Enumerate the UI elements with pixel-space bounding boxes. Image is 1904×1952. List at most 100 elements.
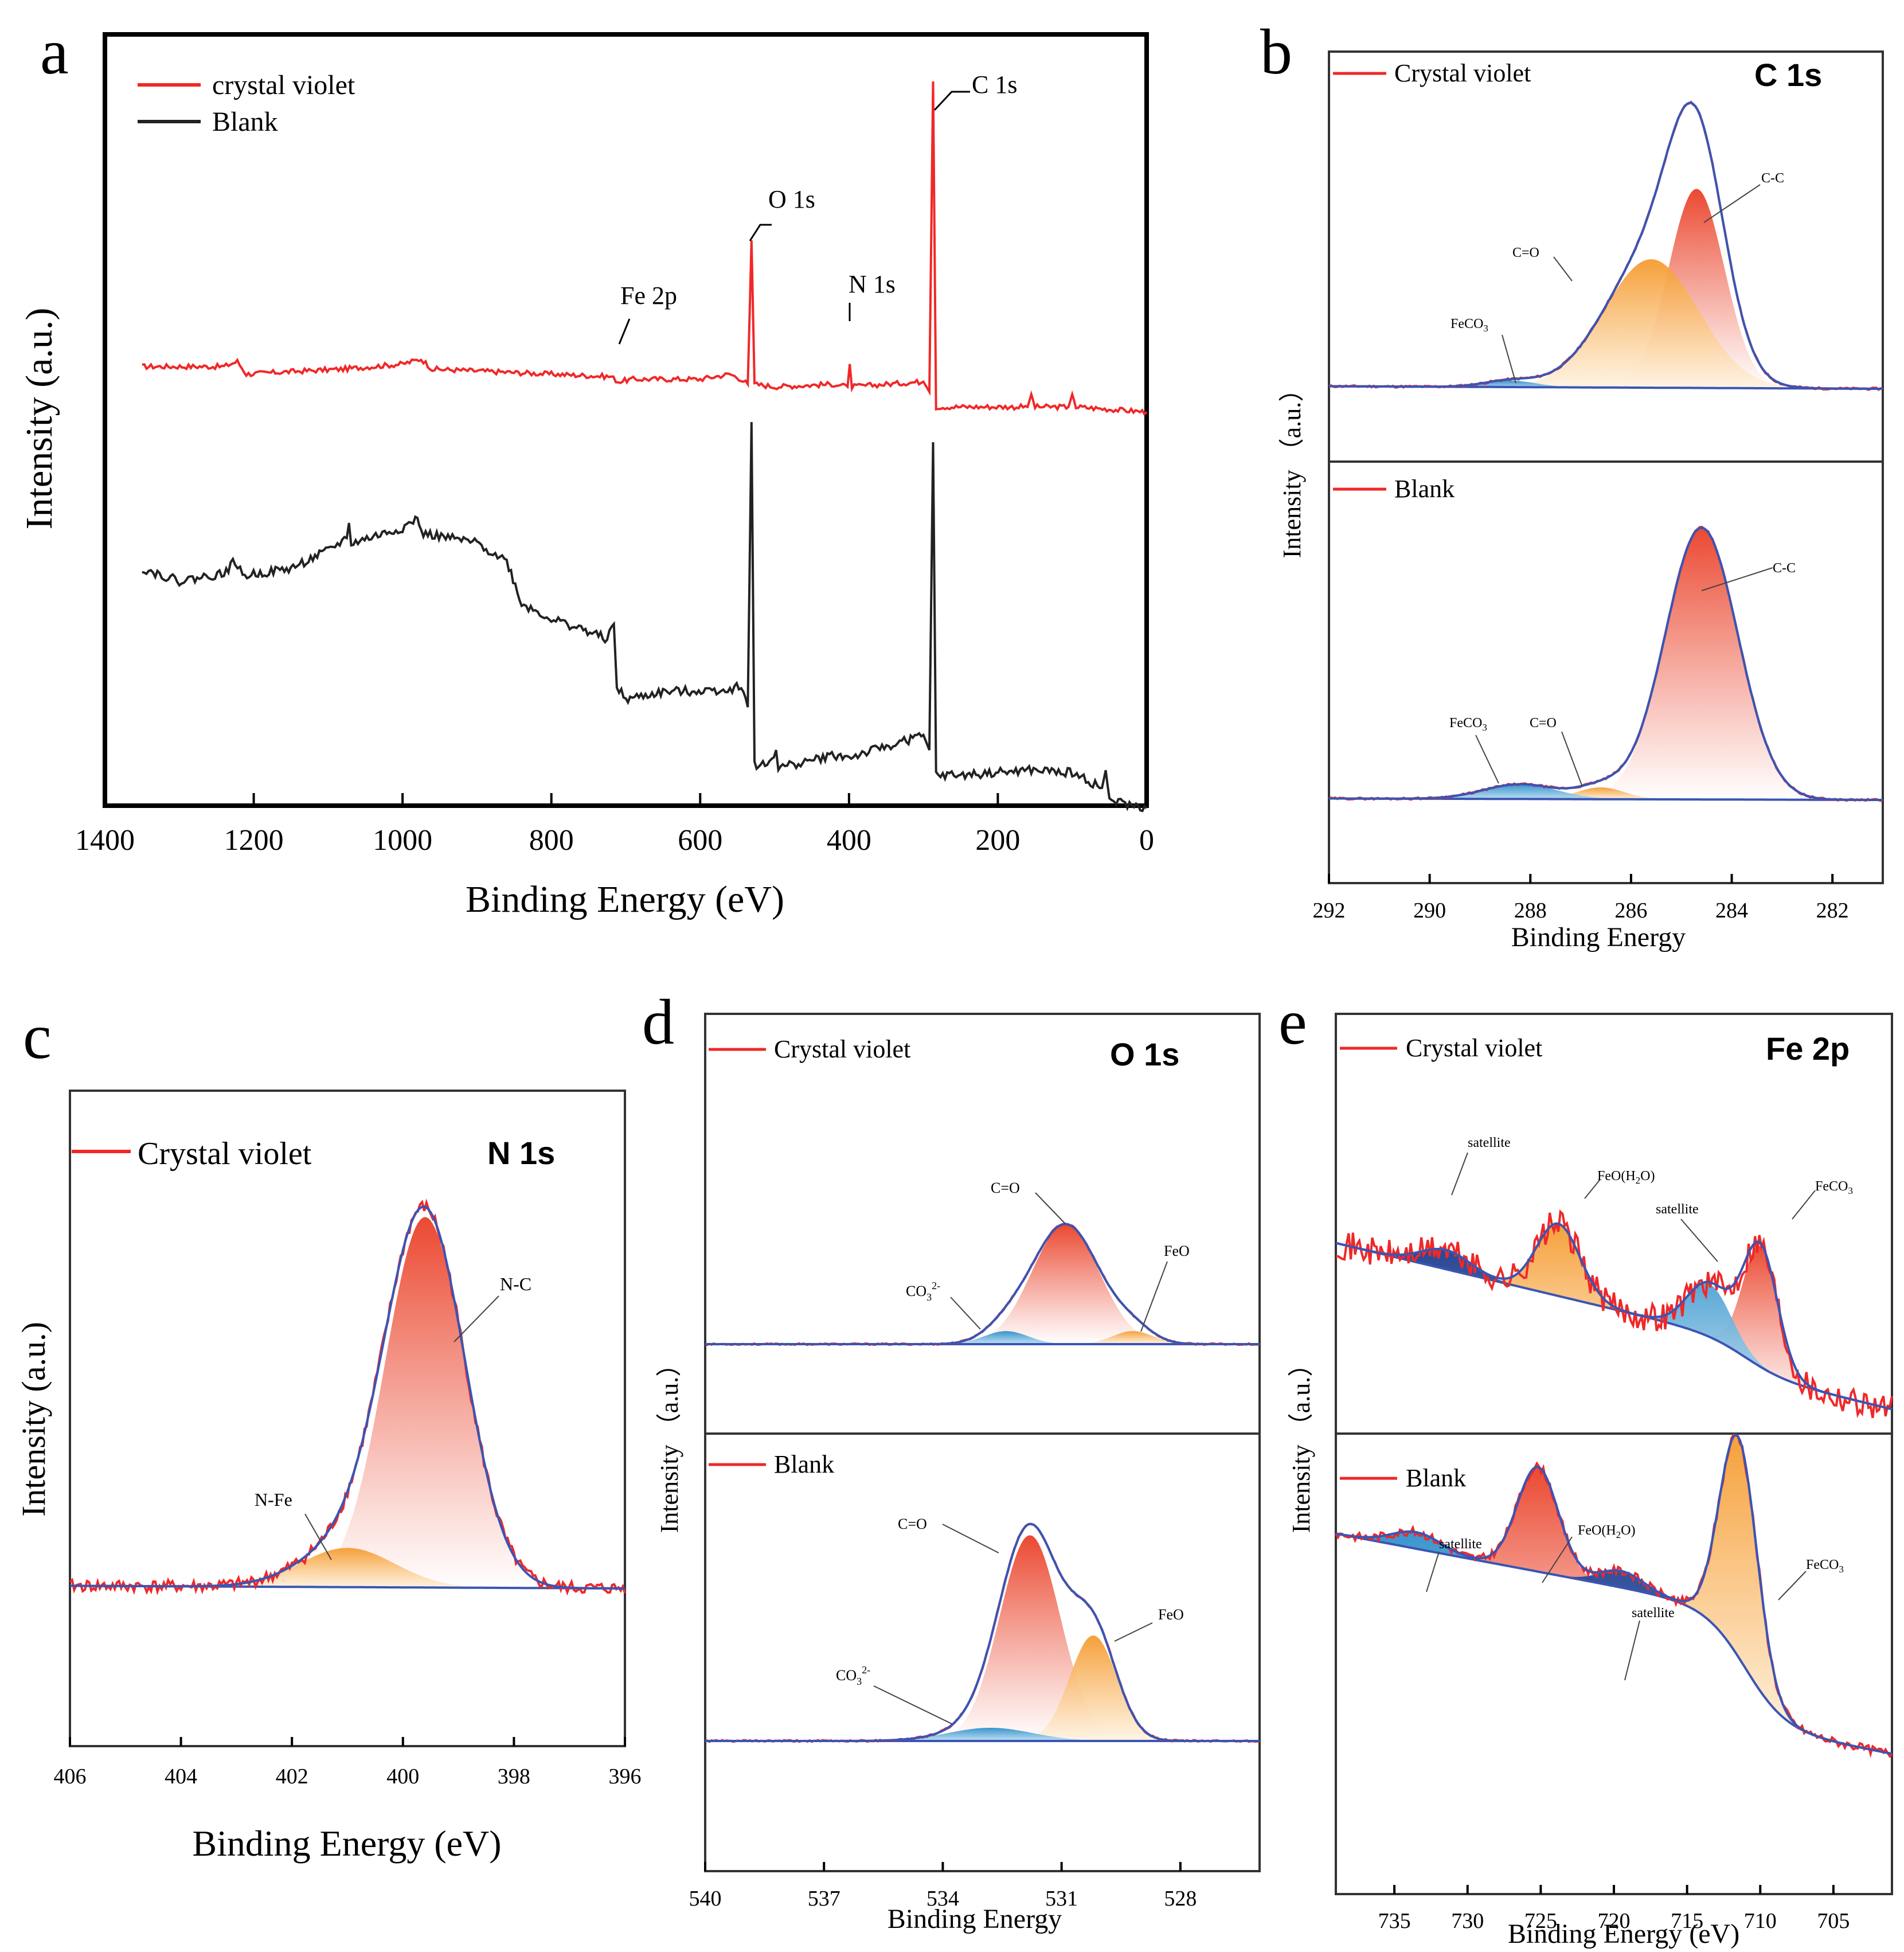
co-leader-top bbox=[1553, 256, 1573, 282]
x-ticks-a bbox=[104, 793, 1148, 806]
peak-component bbox=[1336, 1243, 1892, 1410]
o1s-leader bbox=[749, 224, 772, 241]
x-tick-label: 715 bbox=[1671, 1909, 1703, 1933]
peak-component bbox=[70, 1217, 625, 1588]
x-tick-label: 537 bbox=[808, 1887, 840, 1911]
plot-frame-a bbox=[103, 32, 1149, 808]
x-tick-label: 735 bbox=[1378, 1909, 1411, 1933]
x-tick-label: 402 bbox=[276, 1764, 308, 1789]
sat1-leader-bottom-e bbox=[1426, 1551, 1440, 1592]
peak-component bbox=[1329, 787, 1883, 800]
fe2p-label: Fe 2p bbox=[620, 282, 677, 310]
co-leader-bottom bbox=[1561, 731, 1583, 787]
legend-b-top: Crystal violet bbox=[1333, 59, 1531, 87]
x-tick-labels-e: 735 730 725 720 715 710 705 bbox=[1378, 1909, 1850, 1933]
x-tick-label: 725 bbox=[1524, 1909, 1557, 1933]
x-tick-labels-d: 540 537 534 531 528 bbox=[689, 1887, 1197, 1911]
panel-a: a 1400 1200 1000 800 600 400 200 0 crystal viol… bbox=[18, 17, 1154, 920]
peak-labels-d: C=O CO32- FeO C=O CO32- FeO bbox=[836, 1180, 1190, 1724]
fit-envelope bbox=[705, 1522, 1260, 1742]
peak-component bbox=[1329, 784, 1883, 800]
legend-label-d-bottom: Blank bbox=[774, 1450, 834, 1478]
panel-d: d O 1s 540 537 534 531 528 Crystal violet Bl… bbox=[642, 987, 1261, 1934]
legend-d-top: Crystal violet bbox=[709, 1035, 910, 1063]
y-axis-label-c: Intensity (a.u.) bbox=[15, 1322, 52, 1517]
legend-label-b-top: Crystal violet bbox=[1394, 59, 1531, 87]
feco3-leader-top-e bbox=[1792, 1190, 1816, 1220]
c1s-label: C 1s bbox=[972, 71, 1017, 99]
feco3-leader-bottom-e bbox=[1778, 1571, 1807, 1600]
feoh2o-leader-bottom-e bbox=[1542, 1536, 1573, 1583]
legend-e-bottom: Blank bbox=[1340, 1464, 1466, 1492]
fit-envelope bbox=[1335, 1433, 1893, 1755]
peak-component bbox=[1336, 1435, 1892, 1754]
x-tick-label: 288 bbox=[1514, 899, 1547, 923]
x-tick-label: 292 bbox=[1313, 899, 1346, 923]
label-feco3-top: FeCO3 bbox=[1451, 317, 1488, 334]
peak-labels-c: N-C N-Fe bbox=[255, 1274, 531, 1560]
subplot-e-blank bbox=[1335, 1433, 1893, 1758]
label-co3-bottom-d: CO32- bbox=[836, 1664, 870, 1687]
o1s-label: O 1s bbox=[768, 185, 815, 213]
x-axis-label-e: Binding Energy (eV) bbox=[1508, 1919, 1739, 1949]
peak-component bbox=[705, 1331, 1260, 1344]
x-tick-label: 200 bbox=[975, 824, 1020, 857]
peak-component bbox=[705, 1728, 1260, 1741]
y-axis-label-d: Intensity （a.u.） bbox=[655, 1352, 683, 1533]
plot-frame-d bbox=[704, 1013, 1261, 1872]
x-tick-label: 404 bbox=[165, 1764, 197, 1789]
series-blank bbox=[142, 421, 1148, 813]
series-crystal-violet bbox=[142, 81, 1148, 416]
feo-leader-top-d bbox=[1140, 1261, 1168, 1332]
label-cc-bottom: C-C bbox=[1773, 561, 1796, 576]
fit-envelope bbox=[1329, 101, 1883, 390]
panel-letter-d: d bbox=[642, 987, 674, 1058]
x-tick-label: 400 bbox=[827, 824, 871, 857]
subplot-d-crystal-violet bbox=[705, 1223, 1260, 1346]
x-tick-label: 1200 bbox=[224, 824, 284, 857]
x-tick-label: 528 bbox=[1164, 1887, 1197, 1911]
legend-label-d-top: Crystal violet bbox=[774, 1035, 910, 1063]
feco3-leader-bottom bbox=[1475, 735, 1499, 784]
x-tick-label: 286 bbox=[1614, 899, 1647, 923]
x-tick-label: 406 bbox=[54, 1764, 87, 1789]
x-tick-label: 730 bbox=[1451, 1909, 1484, 1933]
fit-envelope bbox=[1335, 1222, 1893, 1411]
fe2p-leader bbox=[618, 318, 631, 345]
fit-envelope bbox=[1329, 526, 1883, 801]
x-tick-label: 1000 bbox=[373, 824, 432, 857]
legend-e-top: Crystal violet bbox=[1340, 1034, 1542, 1062]
title-b: C 1s bbox=[1754, 57, 1822, 93]
label-nfe: N-Fe bbox=[255, 1489, 292, 1510]
x-tick-label: 398 bbox=[498, 1764, 530, 1789]
label-feoh2o-bottom-e: FeO(H2O) bbox=[1578, 1523, 1635, 1540]
peak-annotations-a: C 1s O 1s N 1s Fe 2p bbox=[618, 71, 1017, 345]
label-co-top: C=O bbox=[1512, 245, 1539, 260]
label-sat1-top-e: satellite bbox=[1468, 1135, 1511, 1150]
raw-data bbox=[1336, 1209, 1893, 1419]
subplot-c-crystal-violet bbox=[69, 1198, 626, 1596]
x-ticks-b bbox=[1328, 874, 1834, 883]
fit-envelope bbox=[705, 1223, 1260, 1345]
c1s-leader bbox=[933, 91, 970, 111]
legend-label-blank: Blank bbox=[212, 107, 278, 137]
cc-leader-top bbox=[1703, 184, 1761, 223]
label-co-top-d: C=O bbox=[991, 1180, 1020, 1196]
legend-label-c: Crystal violet bbox=[138, 1136, 312, 1172]
legend-label-e-bottom: Blank bbox=[1406, 1464, 1466, 1492]
peak-component bbox=[1336, 1533, 1892, 1754]
plot-frame-e bbox=[1335, 1013, 1893, 1895]
legend-label-e-top: Crystal violet bbox=[1406, 1034, 1542, 1062]
title-e: Fe 2p bbox=[1766, 1030, 1850, 1067]
label-sat2-bottom-e: satellite bbox=[1632, 1606, 1675, 1621]
x-ticks-e bbox=[1393, 1885, 1835, 1894]
peak-component bbox=[1336, 1467, 1892, 1754]
x-axis-label-b: Binding Energy bbox=[1511, 922, 1686, 952]
subplot-d-blank bbox=[705, 1522, 1260, 1743]
panel-c: c N 1s 406 404 402 400 398 396 Crystal violet… bbox=[15, 1001, 642, 1864]
peak-component bbox=[705, 1535, 1260, 1741]
legend-c: Crystal violet bbox=[72, 1136, 312, 1172]
x-tick-label: 0 bbox=[1139, 824, 1154, 857]
n1s-label: N 1s bbox=[849, 270, 896, 298]
co3-leader-top-d bbox=[950, 1297, 981, 1330]
